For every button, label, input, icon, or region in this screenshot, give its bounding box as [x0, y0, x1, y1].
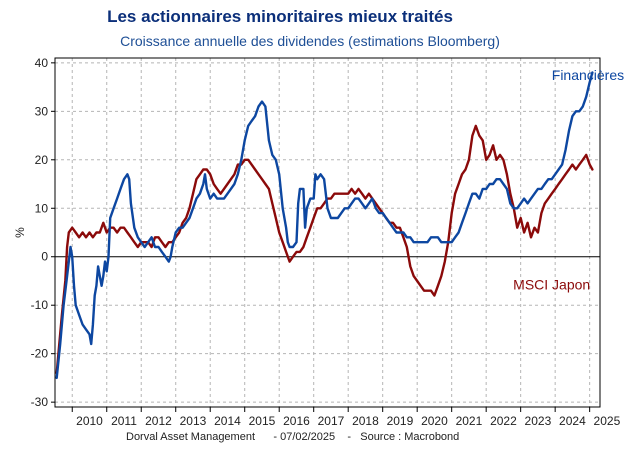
x-tick-label: 2023	[525, 414, 552, 428]
chart-subtitle: Croissance annuelle des dividendes (esti…	[120, 33, 500, 49]
x-tick-label: 2015	[249, 414, 276, 428]
y-tick-label: 10	[35, 201, 49, 215]
y-tick-label: 0	[41, 250, 48, 264]
y-tick-label: -20	[31, 347, 49, 361]
chart-footer: Dorval Asset Management - 07/02/2025 - S…	[126, 431, 459, 443]
y-axis-label: %	[13, 227, 27, 238]
x-tick-label: 2011	[111, 414, 137, 428]
y-tick-label: 40	[35, 56, 49, 70]
x-tick-label: 2016	[283, 414, 310, 428]
x-tick-label: 2018	[352, 414, 379, 428]
chart-series	[55, 71, 594, 380]
footer-date: 07/02/2025	[280, 431, 336, 443]
series-line-financieres	[55, 71, 594, 380]
footer-source: Source : Macrobond	[360, 431, 460, 443]
footer-source-org: Dorval Asset Management	[126, 431, 256, 443]
x-tick-label: 2025	[594, 414, 621, 428]
footer-sep1: -	[273, 431, 278, 443]
x-tick-label: 2013	[180, 414, 207, 428]
chart-axes: -30 -20 -10 0 10 20 30 40 2010 2011 2012 2013 2014 20…	[13, 56, 621, 428]
chart-title: Les actionnaires minoritaires mieux trai…	[107, 7, 453, 26]
chart-labels: Financières MSCI Japon	[513, 67, 624, 293]
footer-sep2: -	[347, 431, 352, 443]
x-tick-label: 2024	[559, 414, 586, 428]
x-tick-label: 2022	[490, 414, 517, 428]
y-tick-label: 20	[35, 153, 49, 167]
plot-frame	[54, 57, 601, 408]
y-tick-label: 30	[35, 104, 49, 118]
series-label-msci-japon: MSCI Japon	[513, 277, 590, 293]
x-tick-label: 2020	[421, 414, 448, 428]
x-tick-label: 2012	[145, 414, 172, 428]
y-tick-label: -30	[31, 395, 49, 409]
x-tick-label: 2014	[214, 414, 241, 428]
series-line-msci-japon	[55, 124, 594, 375]
series-label-financieres: Financières	[552, 67, 624, 83]
x-tick-label: 2010	[76, 414, 103, 428]
x-tick-label: 2021	[456, 414, 483, 428]
x-tick-label: 2019	[387, 414, 414, 428]
x-tick-label: 2017	[318, 414, 345, 428]
y-tick-label: -10	[31, 298, 49, 312]
